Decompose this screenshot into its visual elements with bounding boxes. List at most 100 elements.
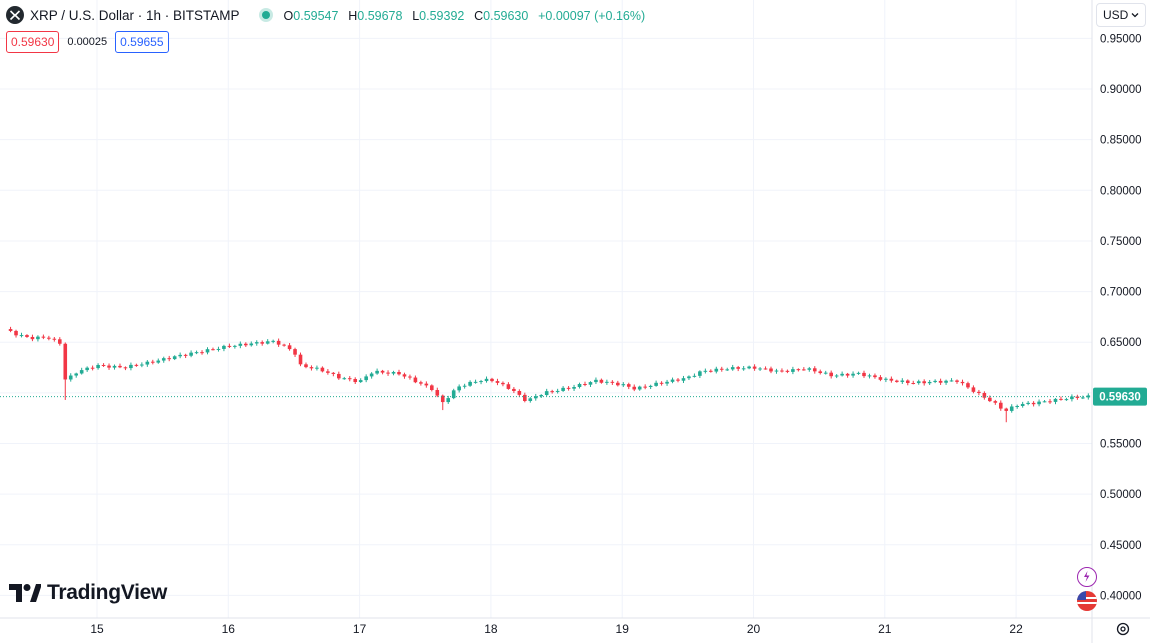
candle-body <box>643 386 647 388</box>
candle <box>140 362 144 368</box>
candle-body <box>446 398 451 403</box>
candle <box>1020 401 1025 408</box>
candle <box>369 372 374 379</box>
flag-icon[interactable] <box>1077 591 1097 611</box>
candle-body <box>889 378 894 381</box>
candle-body <box>194 352 199 354</box>
candle <box>129 362 133 371</box>
candle-body <box>140 364 144 366</box>
alert-icon[interactable] <box>1077 567 1097 587</box>
candle <box>30 334 35 342</box>
symbol-header: XRP / U.S. Dollar · 1h · BITSTAMP O0.595… <box>6 5 651 25</box>
sell-button[interactable]: 0.59630 <box>6 31 60 53</box>
candle-body <box>490 378 494 382</box>
candle <box>550 389 554 394</box>
symbol-title[interactable]: XRP / U.S. Dollar · 1h · BITSTAMP <box>30 7 240 23</box>
candle <box>867 373 872 379</box>
candle-body <box>364 376 368 381</box>
candle-body <box>637 386 642 390</box>
candle <box>862 370 866 378</box>
candle-body <box>561 387 565 391</box>
candle-body <box>927 381 932 384</box>
candle <box>457 384 461 393</box>
tradingview-logo[interactable]: TradingView <box>9 581 167 605</box>
candle <box>112 364 117 370</box>
price-tick-label: 0.90000 <box>1100 84 1142 96</box>
candle <box>36 335 40 342</box>
candle-body <box>648 385 653 387</box>
candle-body <box>807 368 812 370</box>
candle <box>501 381 505 387</box>
candle <box>687 375 691 381</box>
time-tick-label: 22 <box>1009 622 1023 636</box>
candle-body <box>200 352 204 354</box>
candle-body <box>670 379 675 382</box>
candle <box>692 373 697 378</box>
candle <box>905 379 910 386</box>
candle <box>752 364 757 371</box>
candle-body <box>353 379 358 383</box>
candle <box>462 383 467 389</box>
candle-body <box>298 354 303 365</box>
candle <box>287 343 292 351</box>
candle <box>8 326 13 333</box>
candle-body <box>238 343 243 346</box>
candle-body <box>583 383 587 385</box>
close-value: 0.59630 <box>483 8 529 23</box>
candle <box>254 340 259 346</box>
candle-body <box>1031 402 1036 405</box>
candle <box>63 342 68 400</box>
candle <box>523 392 527 403</box>
candle-body <box>834 375 839 377</box>
candle-body <box>752 366 757 369</box>
candle-body <box>473 381 478 383</box>
candle-body <box>665 381 669 384</box>
low-value: 0.59392 <box>419 8 465 23</box>
settings-gear-icon[interactable] <box>1114 620 1132 638</box>
open-value: 0.59547 <box>293 8 339 23</box>
candle-body <box>867 375 872 377</box>
candle-body <box>36 336 40 340</box>
candle-body <box>265 341 270 344</box>
candle-body <box>840 373 844 376</box>
candle <box>244 342 248 347</box>
candle-body <box>982 392 987 398</box>
candle <box>134 363 139 367</box>
buy-button[interactable]: 0.59655 <box>115 31 169 53</box>
candle <box>698 370 702 379</box>
candle <box>1037 399 1041 407</box>
candle <box>730 364 735 371</box>
candle <box>938 378 943 385</box>
candle <box>484 376 489 383</box>
candle-body <box>681 378 686 381</box>
candle <box>780 368 784 373</box>
candle-body <box>659 382 664 384</box>
price-tick-label: 0.40000 <box>1100 590 1142 602</box>
candle <box>1042 400 1047 403</box>
candle <box>1053 398 1058 405</box>
candle <box>632 384 637 392</box>
candle-body <box>47 337 51 339</box>
candle <box>714 366 719 374</box>
candle-body <box>41 336 46 338</box>
candle <box>927 379 932 386</box>
candle <box>971 385 976 394</box>
candle-body <box>949 380 954 382</box>
candle <box>14 329 18 338</box>
candle-body <box>714 368 719 372</box>
candle-body <box>435 390 440 396</box>
candle <box>227 343 232 349</box>
currency-dropdown[interactable]: USD <box>1096 3 1146 27</box>
candle <box>123 366 128 371</box>
candle-body <box>955 380 959 382</box>
market-open-status-icon[interactable] <box>261 11 270 19</box>
candle <box>216 346 221 352</box>
candle <box>1009 404 1014 413</box>
candle-body <box>588 382 593 385</box>
candle <box>1064 397 1069 401</box>
price-tick-label: 0.95000 <box>1100 33 1142 45</box>
candle <box>342 376 347 380</box>
candle <box>68 373 73 382</box>
candle-body <box>413 377 418 383</box>
